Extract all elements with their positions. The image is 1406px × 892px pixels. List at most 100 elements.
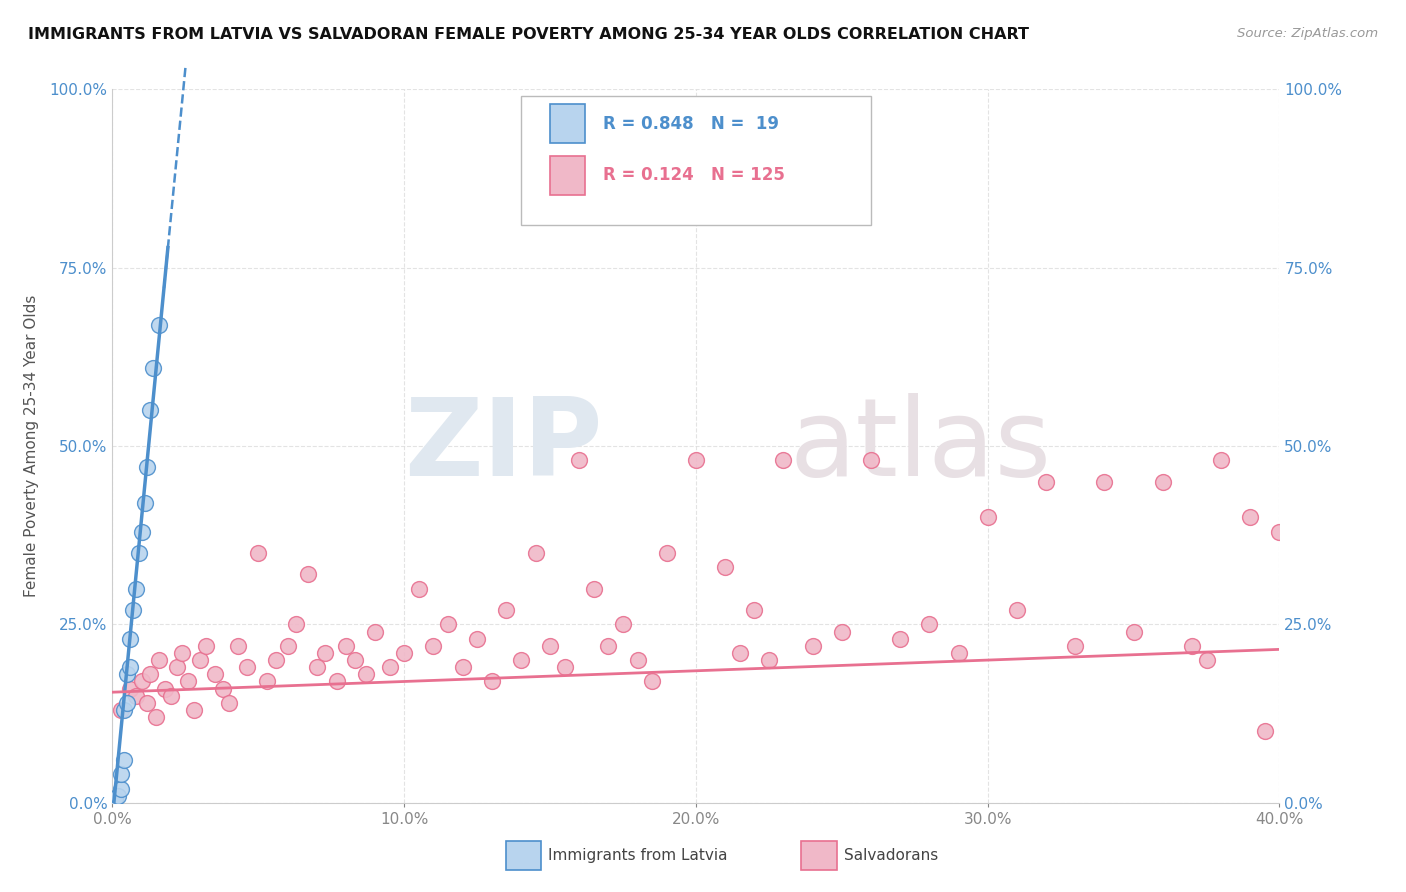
Point — [160, 689, 183, 703]
Point — [1035, 475, 1057, 489]
Point — [226, 639, 249, 653]
Point — [153, 681, 176, 696]
Point — [285, 617, 308, 632]
Point — [172, 646, 194, 660]
FancyBboxPatch shape — [520, 96, 870, 225]
Point — [714, 560, 737, 574]
Point — [582, 582, 605, 596]
Point — [110, 781, 132, 796]
Point — [112, 753, 135, 767]
Text: IMMIGRANTS FROM LATVIA VS SALVADORAN FEMALE POVERTY AMONG 25-34 YEAR OLDS CORREL: IMMIGRANTS FROM LATVIA VS SALVADORAN FEM… — [28, 27, 1029, 42]
Point — [136, 696, 159, 710]
Y-axis label: Female Poverty Among 25-34 Year Olds: Female Poverty Among 25-34 Year Olds — [24, 295, 38, 597]
Point — [437, 617, 460, 632]
Point — [1092, 475, 1115, 489]
Point — [110, 767, 132, 781]
Point — [598, 639, 620, 653]
Point — [612, 617, 634, 632]
Point — [889, 632, 911, 646]
Point — [177, 674, 200, 689]
Point — [148, 653, 170, 667]
Point — [538, 639, 561, 653]
Point — [212, 681, 235, 696]
Text: Immigrants from Latvia: Immigrants from Latvia — [548, 848, 728, 863]
Point — [685, 453, 707, 467]
Point — [1209, 453, 1232, 467]
Point — [728, 646, 751, 660]
Point — [554, 660, 576, 674]
Point — [125, 689, 148, 703]
Point — [976, 510, 998, 524]
Point — [256, 674, 278, 689]
Point — [145, 710, 167, 724]
Point — [297, 567, 319, 582]
Point — [115, 696, 138, 710]
Point — [139, 667, 162, 681]
Point — [641, 674, 664, 689]
Point — [1122, 624, 1144, 639]
Point — [1152, 475, 1174, 489]
Point — [131, 674, 153, 689]
Text: Salvadorans: Salvadorans — [844, 848, 938, 863]
Point — [247, 546, 270, 560]
Point — [235, 660, 257, 674]
Point — [104, 792, 127, 806]
Point — [392, 646, 416, 660]
Text: R = 0.124   N = 125: R = 0.124 N = 125 — [603, 166, 785, 184]
Text: ZIP: ZIP — [404, 393, 603, 499]
Point — [131, 524, 153, 539]
Point — [314, 646, 336, 660]
Point — [465, 632, 488, 646]
Point — [1239, 510, 1261, 524]
Point — [422, 639, 444, 653]
Point — [166, 660, 188, 674]
Point — [343, 653, 366, 667]
Point — [188, 653, 211, 667]
Point — [758, 653, 780, 667]
Point — [859, 453, 883, 467]
Point — [305, 660, 328, 674]
Point — [107, 789, 129, 803]
Point — [112, 703, 135, 717]
Point — [495, 603, 517, 617]
Point — [264, 653, 287, 667]
Point — [509, 653, 531, 667]
Text: R = 0.848   N =  19: R = 0.848 N = 19 — [603, 115, 779, 133]
Point — [134, 496, 156, 510]
Point — [139, 403, 162, 417]
Point — [948, 646, 970, 660]
Point — [1181, 639, 1204, 653]
Point — [481, 674, 503, 689]
Point — [1268, 524, 1291, 539]
Point — [524, 546, 547, 560]
Point — [335, 639, 357, 653]
Point — [148, 318, 170, 332]
Point — [136, 460, 159, 475]
Point — [626, 653, 648, 667]
Point — [118, 660, 141, 674]
Point — [356, 667, 378, 681]
FancyBboxPatch shape — [550, 155, 585, 194]
Point — [568, 453, 591, 467]
Point — [801, 639, 824, 653]
FancyBboxPatch shape — [550, 104, 585, 144]
Point — [183, 703, 205, 717]
Point — [451, 660, 474, 674]
Text: atlas: atlas — [789, 393, 1052, 499]
Point — [326, 674, 349, 689]
Point — [142, 360, 165, 375]
Point — [364, 624, 387, 639]
Text: Source: ZipAtlas.com: Source: ZipAtlas.com — [1237, 27, 1378, 40]
Point — [655, 546, 678, 560]
Point — [378, 660, 401, 674]
Point — [218, 696, 240, 710]
Point — [918, 617, 941, 632]
Point — [194, 639, 217, 653]
Point — [831, 624, 853, 639]
Point — [118, 632, 141, 646]
Point — [742, 603, 765, 617]
Point — [110, 703, 132, 717]
Point — [408, 582, 430, 596]
Point — [1254, 724, 1277, 739]
Point — [118, 681, 141, 696]
